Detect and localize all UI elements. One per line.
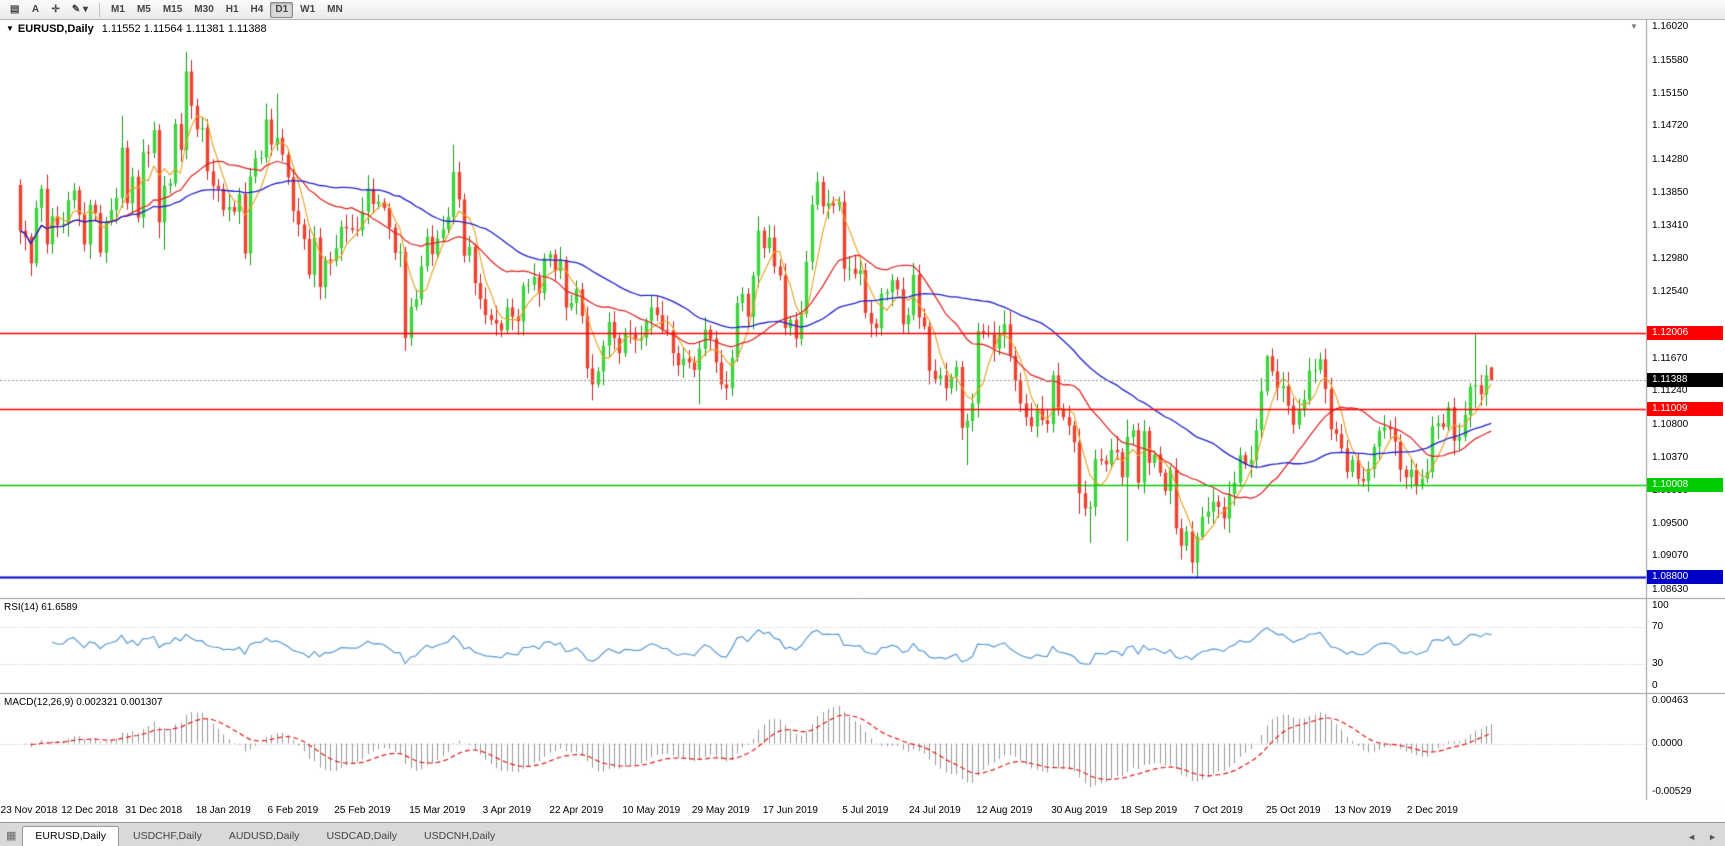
cursor-a-tool[interactable]: A bbox=[31, 4, 40, 15]
timeframe-m5[interactable]: M5 bbox=[136, 4, 151, 15]
price-axis-label: 1.09500 bbox=[1652, 517, 1689, 529]
price-chart-canvas[interactable] bbox=[0, 20, 1725, 822]
price-axis-label: 1.10800 bbox=[1652, 418, 1689, 430]
price-axis-label: 1.09070 bbox=[1652, 550, 1689, 562]
chart-tab-bar: ▦ EURUSD,Daily USDCHF,Daily AUDUSD,Daily US… bbox=[0, 822, 1725, 846]
price-axis-label: 1.11240 bbox=[1652, 385, 1688, 397]
date-axis-label: 12 Aug 2019 bbox=[976, 805, 1033, 816]
date-axis-label: 3 Apr 2019 bbox=[482, 805, 532, 816]
date-axis-label: 30 Aug 2019 bbox=[1051, 805, 1108, 816]
rsi-macd-panel-divider[interactable] bbox=[0, 691, 1725, 695]
price-axis-label: 1.12980 bbox=[1652, 252, 1689, 264]
price-level-badge: 1.12006 bbox=[1647, 325, 1723, 340]
date-axis-label: 6 Feb 2019 bbox=[267, 805, 319, 816]
tabs-holder: EURUSD,Daily USDCHF,Daily AUDUSD,Daily USDC… bbox=[22, 826, 509, 846]
macd-name: MACD(12,26,9) bbox=[4, 697, 74, 708]
charts-list-icon[interactable]: ▦ bbox=[6, 830, 17, 842]
price-level-badge: 1.11009 bbox=[1647, 401, 1723, 416]
price-axis-label: 1.11670 bbox=[1652, 352, 1688, 364]
price-axis-label: 1.14720 bbox=[1652, 120, 1689, 132]
date-axis-label: 22 Apr 2019 bbox=[549, 805, 604, 816]
rsi-axis-label: 100 bbox=[1652, 600, 1669, 611]
main-rsi-panel-divider[interactable] bbox=[0, 596, 1725, 600]
chart-shift-marker-icon[interactable]: ▼ bbox=[1630, 22, 1638, 31]
price-axis-label: 1.15150 bbox=[1652, 87, 1689, 99]
price-axis-label: 1.13850 bbox=[1652, 186, 1689, 198]
timeframe-m30[interactable]: M30 bbox=[194, 4, 214, 15]
price-level-badge: 1.10008 bbox=[1647, 478, 1723, 493]
time-axis[interactable]: 23 Nov 2018 12 Dec 2018 31 Dec 2018 18 Jan … bbox=[0, 800, 1725, 822]
rsi-name: RSI(14) bbox=[4, 602, 39, 613]
timeframe-h4[interactable]: H4 bbox=[250, 4, 264, 15]
timeframe-m1[interactable]: M1 bbox=[111, 4, 125, 15]
draw-tool-icon[interactable]: ✎ ▾ bbox=[71, 4, 89, 15]
date-axis-label: 23 Nov 2018 bbox=[0, 805, 58, 816]
date-axis-label: 5 Jul 2019 bbox=[842, 805, 889, 816]
chart-area: ▼ EURUSD,Daily 1.11552 1.11564 1.11381 1.1… bbox=[0, 20, 1725, 822]
timeframe-w1[interactable]: W1 bbox=[300, 4, 316, 15]
timeframe-group: M1 M5 M15 M30 H1 H4 D1 W1 MN bbox=[105, 1, 349, 18]
crosshair-icon[interactable]: ✛ bbox=[51, 4, 60, 15]
rsi-indicator-label: RSI(14) 61.6589 bbox=[4, 602, 77, 614]
rsi-axis-label: 0 bbox=[1652, 680, 1658, 691]
timeframe-h1[interactable]: H1 bbox=[225, 4, 239, 15]
collapse-triangle-icon[interactable]: ▼ bbox=[6, 24, 14, 33]
date-axis-label: 31 Dec 2018 bbox=[125, 805, 183, 816]
timeframe-mn[interactable]: MN bbox=[327, 4, 343, 15]
timeframe-m15[interactable]: M15 bbox=[162, 4, 183, 15]
chart-tab-eurusd-daily[interactable]: EURUSD,Daily bbox=[22, 826, 119, 846]
symbol-ohlc-label: ▼ EURUSD,Daily 1.11552 1.11564 1.11381 1.1… bbox=[6, 23, 267, 35]
price-axis-label: 1.10370 bbox=[1652, 451, 1689, 463]
symbol-name: EURUSD,Daily bbox=[17, 23, 94, 35]
tab-scroll-arrows: ◄ ► bbox=[1681, 831, 1723, 846]
chart-tab-usdcnh-daily[interactable]: USDCNH,Daily bbox=[424, 830, 496, 842]
rsi-axis-label: 70 bbox=[1652, 620, 1664, 632]
macd-axis-label: 0.0000 bbox=[1652, 737, 1683, 749]
price-axis-label: 1.08630 bbox=[1652, 583, 1689, 595]
price-axis[interactable]: 1.16020 1.15580 1.15150 1.14720 1.14280 1.138… bbox=[1646, 20, 1725, 800]
date-axis-label: 15 Mar 2019 bbox=[409, 805, 466, 816]
date-axis-label: 29 May 2019 bbox=[691, 805, 750, 816]
tool-icon-group: ▤ A ✛ ✎ ▾ bbox=[4, 2, 94, 18]
price-axis-label: 1.14280 bbox=[1652, 153, 1689, 165]
price-axis-label: 1.16020 bbox=[1652, 21, 1689, 33]
macd-indicator-label: MACD(12,26,9) 0.002321 0.001307 bbox=[4, 697, 162, 709]
date-axis-label: 25 Oct 2019 bbox=[1266, 805, 1321, 816]
price-axis-label: 1.12540 bbox=[1652, 286, 1689, 298]
price-level-badge: 1.08800 bbox=[1647, 570, 1723, 585]
date-axis-label: 18 Sep 2019 bbox=[1120, 805, 1178, 816]
timeframe-d1[interactable]: D1 bbox=[270, 1, 294, 18]
date-axis-label: 18 Jan 2019 bbox=[195, 805, 251, 816]
top-toolbar: ▤ A ✛ ✎ ▾ M1 M5 M15 M30 H1 H4 D1 W1 MN bbox=[0, 0, 1725, 20]
toolbar-separator bbox=[99, 2, 101, 17]
price-axis-label: 1.15580 bbox=[1652, 54, 1689, 66]
chart-window-icon[interactable]: ▤ bbox=[10, 4, 20, 15]
date-axis-label: 24 Jul 2019 bbox=[908, 805, 961, 816]
date-axis-label: 7 Oct 2019 bbox=[1193, 805, 1243, 816]
rsi-axis-label: 30 bbox=[1652, 658, 1664, 670]
chart-tab-usdcad-daily[interactable]: USDCAD,Daily bbox=[326, 830, 398, 842]
macd-current-values: 0.002321 0.001307 bbox=[76, 697, 163, 708]
price-level-badge: 1.11388 bbox=[1647, 373, 1723, 388]
macd-axis-label: -0.00529 bbox=[1652, 786, 1692, 798]
date-axis-label: 12 Dec 2018 bbox=[61, 805, 118, 816]
date-axis-label: 2 Dec 2019 bbox=[1406, 805, 1458, 816]
date-axis-label: 25 Feb 2019 bbox=[334, 805, 391, 816]
ohlc-values: 1.11552 1.11564 1.11381 1.11388 bbox=[101, 23, 267, 35]
chart-tab-audusd-daily[interactable]: AUDUSD,Daily bbox=[228, 830, 300, 842]
date-axis-label: 17 Jun 2019 bbox=[762, 805, 818, 816]
tab-scroll-left-icon[interactable]: ◄ bbox=[1687, 832, 1697, 842]
chart-tab-usdchf-daily[interactable]: USDCHF,Daily bbox=[133, 830, 202, 842]
date-axis-label: 10 May 2019 bbox=[622, 805, 681, 816]
rsi-current-value: 61.6589 bbox=[41, 602, 78, 613]
tab-scroll-right-icon[interactable]: ► bbox=[1708, 832, 1717, 842]
date-axis-label: 13 Nov 2019 bbox=[1334, 805, 1392, 816]
price-axis-label: 1.13410 bbox=[1652, 220, 1689, 232]
macd-axis-label: 0.00463 bbox=[1652, 695, 1689, 706]
